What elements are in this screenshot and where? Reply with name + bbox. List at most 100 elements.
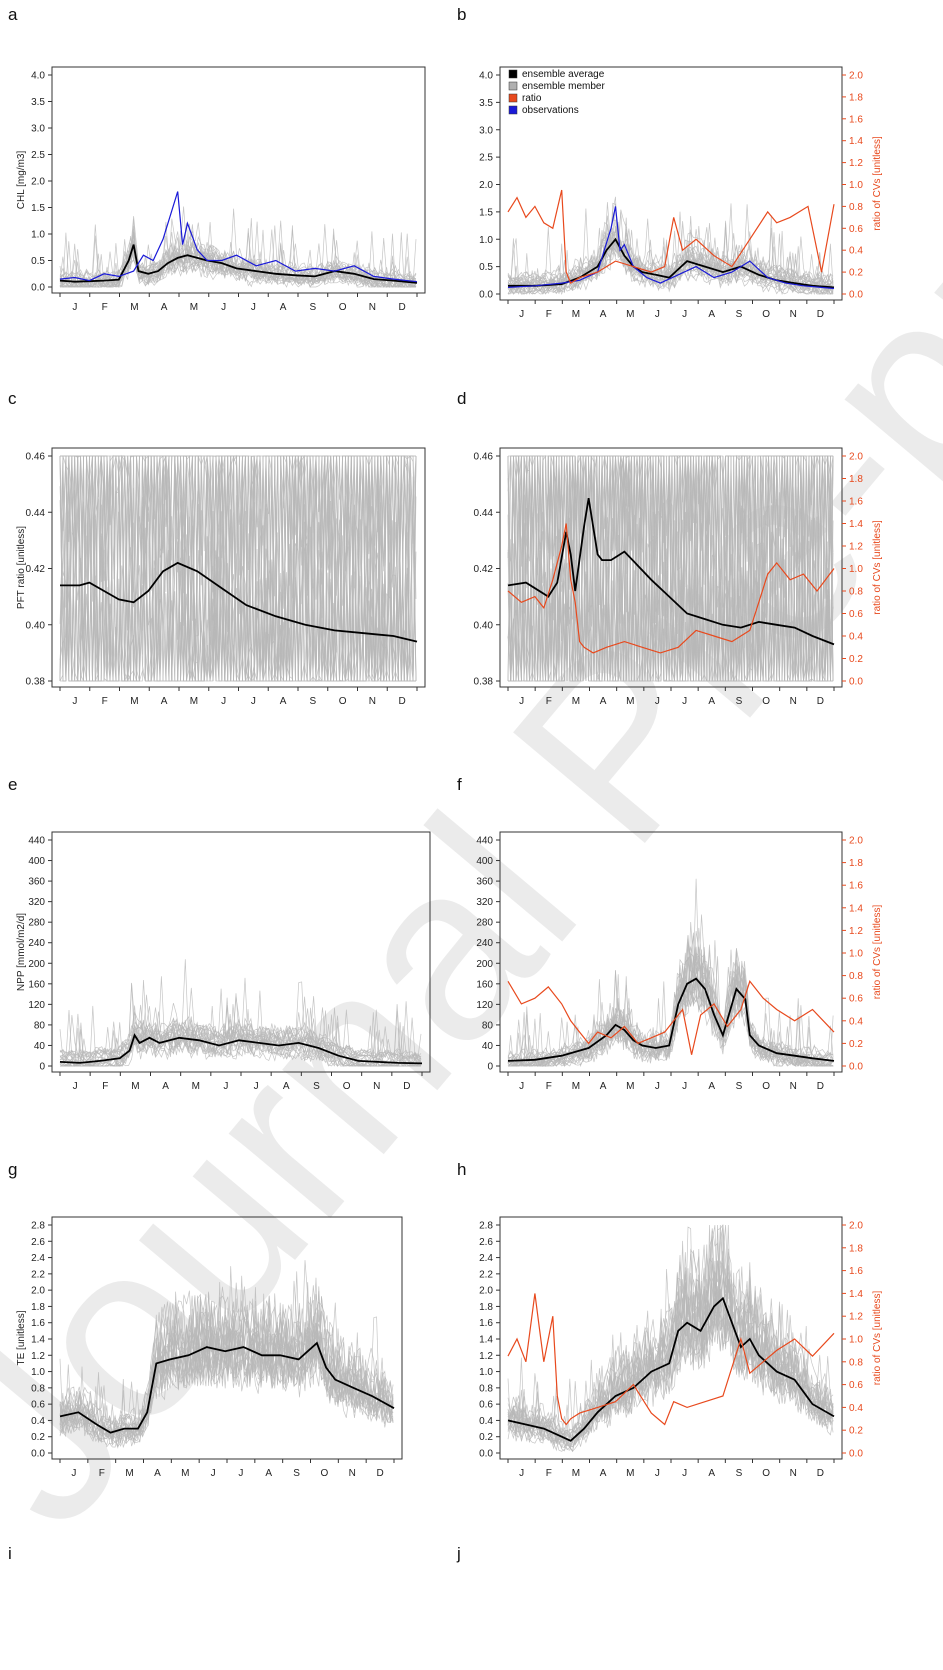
y-right-tick-label: 0.4 <box>849 1016 863 1027</box>
y-right-tick-label: 1.2 <box>849 158 863 169</box>
y-tick-label: 0.4 <box>31 1416 45 1427</box>
panel-letter-a: a <box>8 5 18 24</box>
y-right-tick-label: 2.0 <box>849 452 863 463</box>
observations-line <box>507 206 835 290</box>
legend-swatch <box>508 69 518 79</box>
y-tick-label: 0.44 <box>26 508 46 519</box>
x-tick-label: D <box>817 1468 824 1479</box>
y-right-axis-label: ratio of CVs [unitless] <box>872 520 883 615</box>
y-tick-label: 1.5 <box>479 207 493 218</box>
y-tick-label: 0.46 <box>26 452 46 463</box>
ensemble-average-line <box>60 561 418 643</box>
y-tick-label: 0.46 <box>474 452 494 463</box>
y-right-tick-label: 1.8 <box>849 474 863 485</box>
x-tick-label: N <box>790 1468 797 1479</box>
y-tick-label: 2.0 <box>31 1286 45 1297</box>
x-tick-label: J <box>251 302 256 313</box>
chart-panel-e: 0 40 80 120 160 200 240 280 320 360 400 440 NPP [mmo… <box>16 831 431 1092</box>
y-tick-label: 2.5 <box>479 153 493 164</box>
y-right-tick-label: 0.8 <box>849 202 863 213</box>
chart-panel-h: 0.0 0.2 0.4 0.6 0.8 1.0 1.2 1.4 1.6 1.8 2.0 2.2 2.4 2… <box>479 1216 883 1479</box>
y-right-tick-label: 2.0 <box>849 1221 863 1232</box>
y-tick-label: 0.40 <box>26 620 46 631</box>
y-right-tick-label: 1.6 <box>849 881 863 892</box>
y-tick-label: 0.0 <box>479 290 493 301</box>
panel-letter-g: g <box>8 1160 17 1179</box>
panel-letter-f: f <box>457 775 462 794</box>
x-tick-label: N <box>349 1468 356 1479</box>
y-tick-label: 0.8 <box>479 1383 493 1394</box>
x-tick-label: J <box>682 1081 687 1092</box>
legend-swatch <box>508 93 518 103</box>
ratio-line <box>507 1293 835 1426</box>
ensemble-member-line <box>59 469 416 682</box>
observations-line <box>59 191 418 283</box>
y-right-tick-label: 0.8 <box>849 587 863 598</box>
y-right-tick-label: 0.0 <box>849 677 863 688</box>
x-tick-label: J <box>655 1468 660 1479</box>
y-tick-label: 1.6 <box>479 1318 493 1329</box>
x-tick-label: J <box>519 309 524 320</box>
y-axis-label: CHL [mg/m3] <box>16 151 27 210</box>
x-tick-label: A <box>161 696 168 707</box>
legend-label: observations <box>522 105 579 116</box>
y-tick-label: 0.38 <box>26 677 46 688</box>
ratio-line <box>507 523 835 654</box>
y-right-tick-label: 1.8 <box>849 858 863 869</box>
ensemble-member-line <box>508 992 834 1067</box>
x-tick-label: F <box>546 309 552 320</box>
ensemble-member-line <box>59 1300 394 1445</box>
y-tick-label: 2.4 <box>31 1253 45 1264</box>
x-tick-label: O <box>762 1468 770 1479</box>
x-tick-label: D <box>817 1081 824 1092</box>
x-tick-label: A <box>600 309 607 320</box>
x-tick-label: M <box>192 1081 200 1092</box>
x-tick-label: M <box>626 309 634 320</box>
legend-swatch <box>508 105 518 115</box>
x-tick-label: D <box>376 1468 383 1479</box>
ensemble-member-line <box>59 223 417 288</box>
x-tick-label: D <box>399 696 406 707</box>
y-tick-label: 4.0 <box>31 71 45 82</box>
y-tick-label: 1.2 <box>479 1351 493 1362</box>
y-tick-label: 160 <box>28 979 45 990</box>
panel-letter-i: i <box>8 1544 12 1563</box>
ensemble-average-line <box>507 1296 835 1442</box>
ensemble-member-line <box>59 996 422 1067</box>
x-tick-label: M <box>190 302 198 313</box>
y-tick-label: 3.5 <box>31 97 45 108</box>
x-tick-label: M <box>125 1468 133 1479</box>
y-right-tick-label: 0.6 <box>849 1380 863 1391</box>
y-tick-label: 1.4 <box>31 1335 45 1346</box>
y-right-tick-label: 2.0 <box>849 71 863 82</box>
y-tick-label: 440 <box>28 836 45 847</box>
y-right-tick-label: 0.4 <box>849 632 863 643</box>
panel-letter-j: j <box>456 1544 461 1563</box>
y-right-tick-label: 0.2 <box>849 268 863 279</box>
y-right-tick-label: 1.6 <box>849 497 863 508</box>
x-tick-label: A <box>280 302 287 313</box>
y-tick-label: 1.0 <box>479 235 493 246</box>
ensemble-member-line <box>59 987 422 1061</box>
y-tick-label: 1.8 <box>479 1302 493 1313</box>
y-tick-label: 0.40 <box>474 620 494 631</box>
x-tick-label: M <box>626 1468 634 1479</box>
x-tick-label: O <box>762 309 770 320</box>
y-right-tick-label: 0.0 <box>849 290 863 301</box>
y-axis-label: NPP [mmol/m2/d] <box>16 913 27 991</box>
panel-letter-d: d <box>457 389 466 408</box>
x-tick-label: F <box>102 1081 108 1092</box>
x-tick-label: O <box>762 1081 770 1092</box>
y-tick-label: 0.42 <box>474 564 494 575</box>
x-tick-label: M <box>190 696 198 707</box>
x-tick-label: O <box>321 1468 329 1479</box>
chart-panel-g: 0.0 0.2 0.4 0.6 0.8 1.0 1.2 1.4 1.6 1.8 2.0 2.2 2.4 2… <box>16 1216 403 1479</box>
x-tick-label: S <box>736 696 743 707</box>
x-tick-label: M <box>572 309 580 320</box>
x-tick-label: A <box>600 696 607 707</box>
x-tick-label: M <box>572 696 580 707</box>
y-tick-label: 0.38 <box>474 677 494 688</box>
y-tick-label: 2.8 <box>479 1221 493 1232</box>
ensemble-member-line <box>59 1286 394 1449</box>
y-tick-label: 280 <box>476 918 493 929</box>
